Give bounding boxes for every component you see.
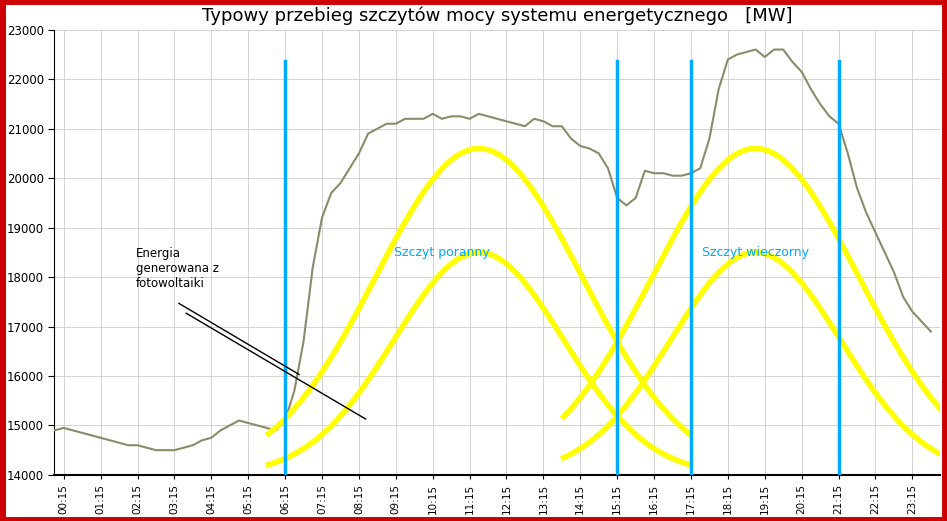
Text: Szczyt poranny: Szczyt poranny	[394, 246, 490, 259]
Title: Typowy przebieg szczytów mocy systemu energetycznego   [MW]: Typowy przebieg szczytów mocy systemu en…	[202, 7, 793, 26]
Text: Szczyt wieczorny: Szczyt wieczorny	[702, 246, 809, 259]
Text: Energia
generowana z
fotowoltaiki: Energia generowana z fotowoltaiki	[135, 247, 219, 290]
